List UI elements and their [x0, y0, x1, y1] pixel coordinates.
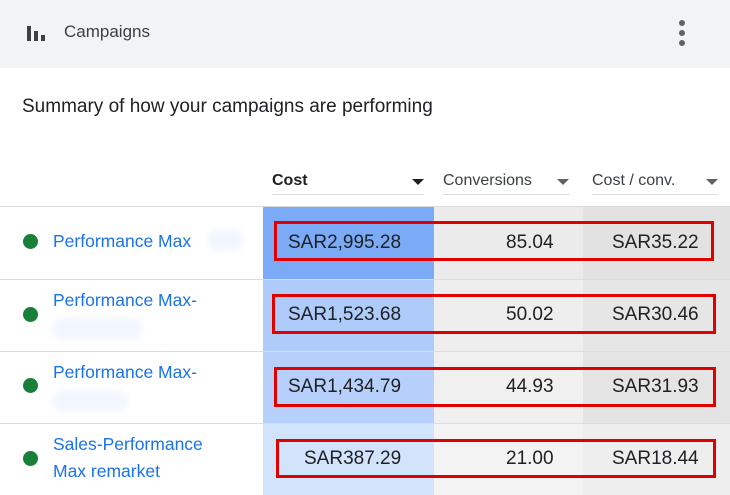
redacted-text [208, 229, 244, 251]
cost-cell-bg [263, 424, 434, 495]
campaign-name-link[interactable]: Performance Max [53, 231, 192, 251]
column-label-cost-per-conv: Cost / conv. [592, 172, 676, 189]
summary-title: Summary of how your campaigns are perfor… [22, 96, 433, 117]
status-active-icon [23, 307, 38, 322]
highlight-box [276, 439, 716, 478]
redacted-text [52, 318, 142, 340]
more-vert-icon[interactable] [668, 16, 696, 50]
cost-cell-bg [263, 352, 434, 423]
status-active-icon [23, 451, 38, 466]
column-header-cost[interactable]: Cost [272, 167, 424, 195]
column-label-cost: Cost [272, 172, 308, 189]
conversions-cell-bg [434, 424, 583, 495]
cost-per-conv-value: SAR31.93 [612, 376, 699, 397]
status-active-icon [23, 234, 38, 249]
conversions-value: 85.04 [506, 232, 554, 253]
cost-per-conv-cell-bg [583, 424, 730, 495]
row-divider [0, 206, 730, 207]
conversions-cell-bg [434, 207, 583, 279]
cost-per-conv-cell-bg [583, 352, 730, 423]
cost-value: SAR387.29 [304, 448, 402, 469]
conversions-cell-bg [434, 280, 583, 351]
sort-arrow-icon [412, 179, 424, 185]
column-label-conversions: Conversions [443, 172, 532, 189]
campaign-name-link[interactable]: Sales-Performance Max remarket [53, 434, 203, 481]
row-divider [0, 351, 730, 352]
cost-value: SAR1,523.68 [288, 304, 402, 325]
card-title: Campaigns [64, 22, 150, 41]
dropdown-arrow-icon [706, 179, 718, 185]
cost-per-conv-cell-bg [583, 280, 730, 351]
highlight-box [274, 221, 714, 261]
cost-cell-bg [263, 207, 434, 279]
bar-chart-icon [27, 26, 45, 41]
cost-cell-bg [263, 280, 434, 351]
status-active-icon [23, 378, 38, 393]
highlight-box [274, 367, 716, 407]
conversions-cell-bg [434, 352, 583, 423]
dropdown-arrow-icon [557, 179, 569, 185]
cost-per-conv-value: SAR18.44 [612, 448, 699, 469]
cost-value: SAR1,434.79 [288, 376, 402, 397]
redacted-text [52, 390, 128, 412]
column-header-conversions[interactable]: Conversions [443, 167, 569, 195]
campaign-name-link[interactable]: Performance Max- [53, 290, 197, 310]
cost-per-conv-value: SAR35.22 [612, 232, 699, 253]
card-header: Campaigns [0, 0, 730, 68]
row-divider [0, 279, 730, 280]
cost-per-conv-cell-bg [583, 207, 730, 279]
campaign-name-link[interactable]: Performance Max- [53, 362, 197, 382]
cost-per-conv-value: SAR30.46 [612, 304, 699, 325]
conversions-value: 21.00 [506, 448, 554, 469]
row-divider [0, 423, 730, 424]
highlight-box [272, 294, 716, 334]
conversions-value: 50.02 [506, 304, 554, 325]
cost-value: SAR2,995.28 [288, 232, 402, 253]
conversions-value: 44.93 [506, 376, 554, 397]
column-header-cost-per-conv[interactable]: Cost / conv. [592, 167, 718, 195]
